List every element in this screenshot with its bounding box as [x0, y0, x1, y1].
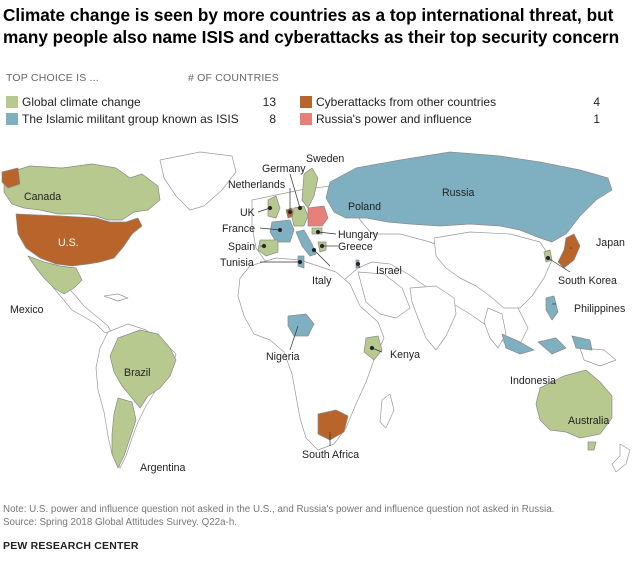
country-australia-tasmania: [587, 441, 597, 451]
legend-head-choice: TOP CHOICE IS ...: [6, 72, 99, 84]
label-indonesia: Indonesia: [510, 375, 556, 387]
legend-count: 8: [269, 112, 276, 126]
country-argentina: [111, 397, 137, 469]
legend-item-cyber: Cyberattacks from other countries 4: [300, 95, 600, 109]
country-france: [269, 219, 295, 243]
label-italy: Italy: [312, 275, 332, 287]
country-philippines: [545, 295, 559, 321]
country-us: [15, 213, 143, 267]
legend-label: Russia's power and influence: [316, 112, 472, 126]
country-mexico: [27, 255, 83, 295]
label-kenya: Kenya: [390, 349, 420, 361]
label-hungary: Hungary: [338, 229, 379, 241]
legend-label: The Islamic militant group known as ISIS: [22, 112, 239, 126]
label-australia: Australia: [568, 415, 609, 427]
label-poland: Poland: [348, 201, 381, 213]
label-mexico: Mexico: [10, 304, 44, 316]
legend-count: 1: [593, 112, 600, 126]
country-us-alaska: [1, 167, 21, 189]
country-russia: [325, 151, 613, 243]
label-philippines: Philippines: [574, 303, 625, 315]
label-spain: Spain: [228, 241, 255, 253]
label-netherlands: Netherlands: [228, 179, 285, 191]
legend-count: 13: [262, 95, 276, 109]
world-map: Canada U.S. Mexico Brazil Argentina Swed…: [0, 138, 640, 498]
legend-count: 4: [593, 95, 600, 109]
source-text: Source: Spring 2018 Global Attitudes Sur…: [3, 517, 237, 528]
label-brazil: Brazil: [124, 367, 151, 379]
country-australia: [535, 369, 613, 439]
brand-label: PEW RESEARCH CENTER: [3, 540, 139, 552]
world-map-svg: Canada U.S. Mexico Brazil Argentina Swed…: [1, 151, 631, 474]
label-greece: Greece: [338, 241, 373, 253]
legend-swatch-russia: [300, 113, 312, 125]
legend-swatch-isis: [6, 113, 18, 125]
label-south-korea: South Korea: [558, 275, 617, 287]
legend-item-isis: The Islamic militant group known as ISIS…: [6, 112, 276, 126]
country-germany: [291, 205, 309, 227]
label-russia: Russia: [442, 187, 474, 199]
legend-item-russia: Russia's power and influence 1: [300, 112, 600, 126]
country-poland: [307, 205, 329, 227]
label-canada: Canada: [24, 191, 61, 203]
label-germany: Germany: [262, 163, 306, 175]
legend-head-count: # OF COUNTRIES: [188, 72, 279, 84]
label-uk: UK: [240, 207, 255, 219]
country-japan: [557, 233, 581, 269]
legend-item-climate: Global climate change 13: [6, 95, 276, 109]
chart-title: Climate change is seen by more countries…: [3, 5, 620, 47]
country-italy: [295, 229, 317, 257]
country-nigeria: [287, 313, 315, 337]
label-nigeria: Nigeria: [266, 351, 300, 363]
legend-label: Cyberattacks from other countries: [316, 95, 497, 109]
label-france: France: [222, 223, 255, 235]
country-indonesia: [501, 333, 593, 355]
country-uk: [267, 195, 281, 219]
legend-swatch-climate: [6, 96, 18, 108]
label-argentina: Argentina: [140, 462, 185, 474]
country-spain: [257, 239, 279, 257]
legend-label: Global climate change: [22, 95, 141, 109]
leader-lines: [257, 173, 572, 446]
country-canada: [3, 163, 161, 221]
label-tunisia: Tunisia: [220, 257, 254, 269]
label-israel: Israel: [376, 265, 402, 277]
country-labels: Canada U.S. Mexico Brazil Argentina Swed…: [10, 153, 625, 474]
legend: TOP CHOICE IS ... # OF COUNTRIES Global …: [0, 72, 640, 132]
survey-countries: [1, 151, 613, 469]
country-brazil: [109, 329, 177, 409]
label-us: U.S.: [58, 237, 79, 249]
note-text: Note: U.S. power and influence question …: [3, 504, 555, 515]
label-south-africa: South Africa: [302, 449, 359, 461]
country-south-africa: [317, 409, 349, 441]
label-japan: Japan: [596, 237, 625, 249]
footnote: Note: U.S. power and influence question …: [3, 503, 554, 529]
country-sweden: [301, 167, 319, 209]
label-sweden: Sweden: [306, 153, 344, 165]
legend-swatch-cyber: [300, 96, 312, 108]
